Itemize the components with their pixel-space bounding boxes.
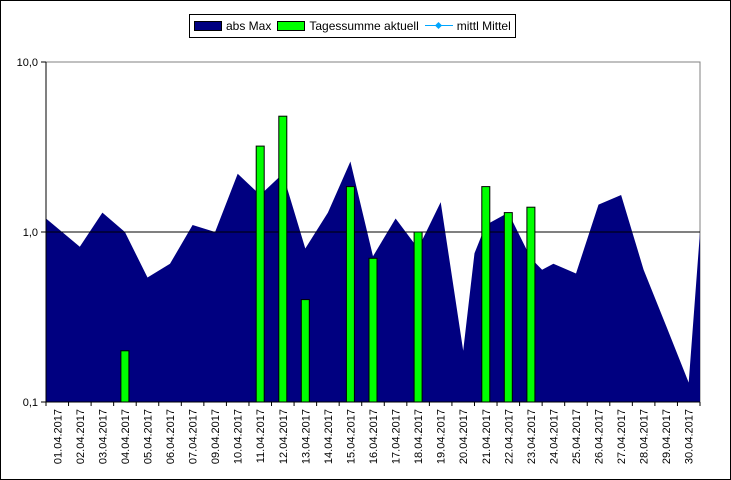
x-tick-label-04.04.2017: 04.04.2017 xyxy=(120,409,132,464)
x-tick-label-20.04.2017: 20.04.2017 xyxy=(458,409,470,464)
legend-label-mittl-mittel: mittl Mittel xyxy=(456,19,511,33)
legend-line-mittl-mittel xyxy=(424,21,453,31)
x-tick-label-05.04.2017: 05.04.2017 xyxy=(143,409,155,464)
y-tick-label-2: 10,0 xyxy=(17,57,38,69)
x-tick-label-22.04.2017: 22.04.2017 xyxy=(503,409,515,464)
x-tick-label-30.04.2017: 30.04.2017 xyxy=(684,409,696,464)
x-tick-label-15.04.2017: 15.04.2017 xyxy=(345,409,357,464)
bar-16.04.2017 xyxy=(368,257,378,403)
bar-04.04.2017 xyxy=(120,350,130,403)
x-tick-label-21.04.2017: 21.04.2017 xyxy=(481,409,493,464)
bar-23.04.2017 xyxy=(526,206,536,403)
bar-21.04.2017 xyxy=(481,186,491,403)
x-tick-label-26.04.2017: 26.04.2017 xyxy=(594,409,606,464)
x-tick-label-09.04.2017: 09.04.2017 xyxy=(210,409,222,464)
legend-item-abs-max: abs Max xyxy=(194,19,271,33)
legend-item-tagessumme: Tagessumme aktuell xyxy=(277,19,419,33)
bar-22.04.2017 xyxy=(503,212,513,403)
x-tick-label-14.04.2017: 14.04.2017 xyxy=(323,409,335,464)
x-tick-label-24.04.2017: 24.04.2017 xyxy=(548,409,560,464)
y-tick-label-0: 0,1 xyxy=(23,397,38,409)
bar-13.04.2017 xyxy=(300,299,310,403)
y-tick-label-1: 1,0 xyxy=(23,227,38,239)
bar-15.04.2017 xyxy=(345,186,355,403)
x-tick-label-12.04.2017: 12.04.2017 xyxy=(278,409,290,464)
legend-swatch-abs-max xyxy=(194,21,222,31)
x-tick-label-25.04.2017: 25.04.2017 xyxy=(571,409,583,464)
legend-label-tagessumme: Tagessumme aktuell xyxy=(309,19,419,33)
x-tick-label-11.04.2017: 11.04.2017 xyxy=(255,409,267,463)
x-tick-label-18.04.2017: 18.04.2017 xyxy=(413,409,425,464)
chart-legend: abs Max Tagessumme aktuell mittl Mittel xyxy=(189,14,516,38)
x-tick-label-23.04.2017: 23.04.2017 xyxy=(526,409,538,464)
x-tick-label-19.04.2017: 19.04.2017 xyxy=(436,409,448,464)
bar-12.04.2017 xyxy=(278,115,288,403)
x-tick-label-01.04.2017: 01.04.2017 xyxy=(52,409,64,464)
legend-item-mittl-mittel: mittl Mittel xyxy=(424,19,511,33)
legend-label-abs-max: abs Max xyxy=(226,19,272,33)
x-tick-label-07.04.2017: 07.04.2017 xyxy=(188,409,200,464)
x-tick-label-16.04.2017: 16.04.2017 xyxy=(368,409,380,464)
x-tick-label-10.04.2017: 10.04.2017 xyxy=(233,409,245,464)
x-tick-label-29.04.2017: 29.04.2017 xyxy=(661,409,673,464)
x-tick-label-28.04.2017: 28.04.2017 xyxy=(639,409,651,464)
x-tick-label-06.04.2017: 06.04.2017 xyxy=(165,409,177,464)
x-tick-label-17.04.2017: 17.04.2017 xyxy=(391,409,403,464)
bar-11.04.2017 xyxy=(255,145,265,403)
x-tick-label-02.04.2017: 02.04.2017 xyxy=(75,409,87,464)
legend-swatch-tagessumme xyxy=(277,21,306,31)
x-tick-label-13.04.2017: 13.04.2017 xyxy=(300,409,312,464)
x-tick-label-03.04.2017: 03.04.2017 xyxy=(97,409,109,464)
x-tick-label-27.04.2017: 27.04.2017 xyxy=(616,409,628,464)
bar-18.04.2017 xyxy=(413,231,423,403)
